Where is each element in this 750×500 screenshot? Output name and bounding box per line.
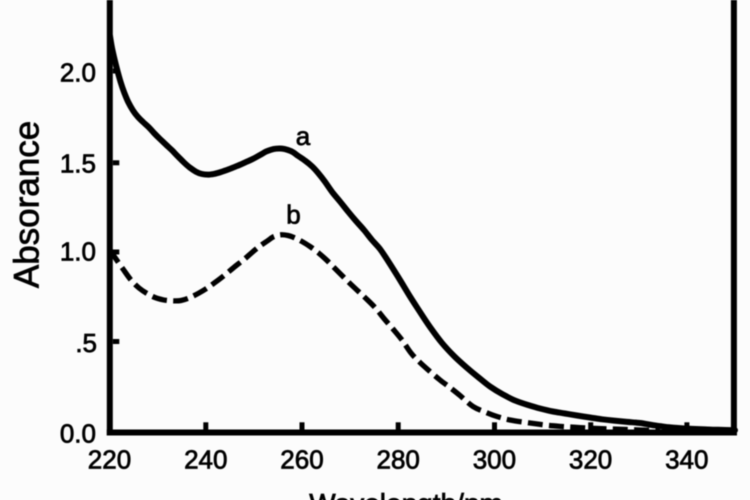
svg-text:1.5: 1.5 bbox=[60, 148, 96, 178]
svg-text:b: b bbox=[286, 200, 300, 230]
svg-text:320: 320 bbox=[569, 445, 612, 475]
svg-text:220: 220 bbox=[88, 445, 131, 475]
svg-text:a: a bbox=[296, 121, 311, 151]
svg-text:260: 260 bbox=[280, 445, 323, 475]
svg-text:240: 240 bbox=[184, 445, 227, 475]
svg-text:340: 340 bbox=[665, 445, 708, 475]
svg-text:.5: .5 bbox=[75, 328, 97, 358]
svg-text:2.0: 2.0 bbox=[60, 57, 96, 87]
svg-text:1.0: 1.0 bbox=[60, 237, 96, 267]
svg-text:Absorance: Absorance bbox=[8, 121, 47, 288]
svg-text:300: 300 bbox=[473, 445, 516, 475]
svg-text:280: 280 bbox=[377, 445, 420, 475]
svg-text:0.0: 0.0 bbox=[60, 419, 96, 449]
svg-text:Wavelength/nm: Wavelength/nm bbox=[309, 488, 503, 500]
